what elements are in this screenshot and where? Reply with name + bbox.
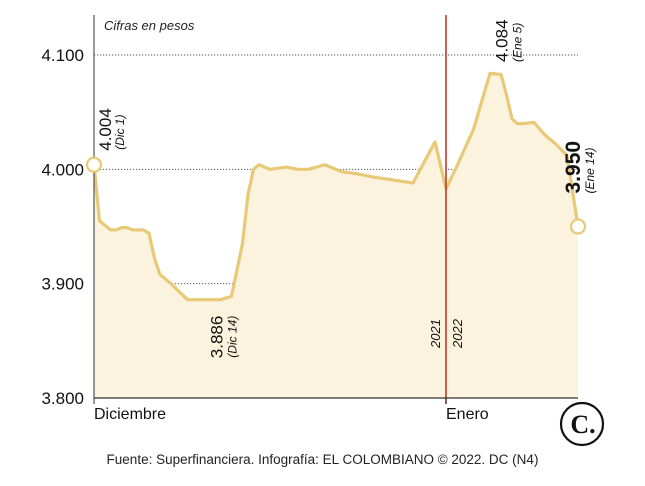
axes: 4.100 4.000 3.900 3.800 Diciembre Enero [41,15,578,423]
annotation-date-ene5: (Ene 5) [511,23,525,62]
year-label-left: 2021 [428,319,443,349]
marker-dic1 [85,156,103,173]
unit-note: Cifras en pesos [104,18,195,33]
month-label: Enero [446,406,489,423]
annotation-date-dic1: (Dic 1) [113,114,127,149]
y-tick-label: 3.900 [41,275,84,294]
area-fill [94,73,578,398]
annotation-value-dic14: 3.886 [208,316,227,359]
annotations: 4.004(Dic 1) 3.886 (Dic 14) 4.084 (Ene 5) 3.9… [85,19,597,359]
logo-ring [559,401,605,447]
series-line [92,71,580,302]
marker-ene14 [569,218,587,235]
el-colombiano-logo: C. [559,401,605,447]
year-divider: 2021 2022 [428,15,465,404]
y-tick-label: 4.000 [41,160,84,179]
annotation-value-dic1: 4.004 [96,108,115,151]
y-tick-label: 4.100 [41,46,84,65]
source-note: Fuente: Superfinanciera. Infografía: EL … [106,452,539,467]
logo-letter: C. [570,410,595,439]
month-label: Diciembre [94,406,166,423]
y-tick-label: 3.800 [41,389,84,408]
year-label-right: 2022 [450,318,465,349]
annotation-date-ene14: (Ene 14) [583,147,597,193]
annotation-date-dic14: (Dic 14) [226,316,240,358]
area-series [92,71,580,398]
annotation-value-ene5: 4.084 [493,19,512,62]
annotation-value-ene14: 3.950 [562,141,585,194]
